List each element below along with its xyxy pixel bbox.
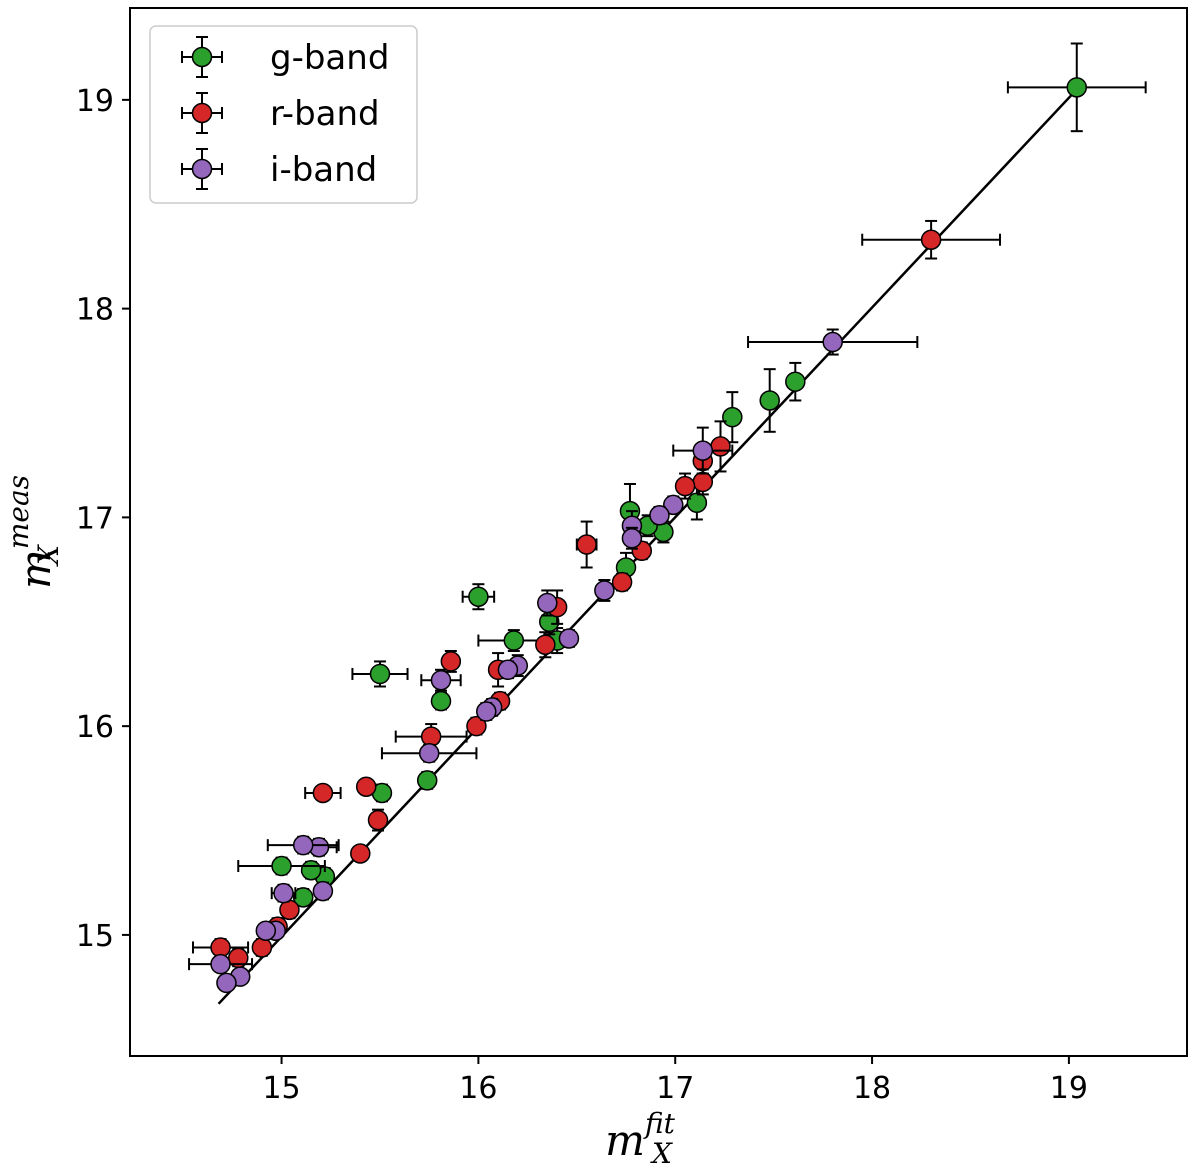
data-point-g-band [722, 406, 743, 428]
data-point-g-band [686, 492, 708, 514]
data-point-i-band [210, 953, 231, 975]
legend-marker-i-band [191, 158, 213, 180]
data-point-i-band [418, 743, 440, 764]
data-point-i-band [292, 834, 314, 856]
y-axis-label-sup: meas [2, 475, 35, 549]
data-point-i-band [476, 701, 497, 722]
legend-box [149, 25, 418, 204]
data-point-g-band [785, 371, 806, 392]
data-point-r-band [710, 436, 731, 457]
data-point-i-band [692, 440, 714, 461]
data-point-i-band [822, 331, 843, 353]
data-point-r-band [312, 782, 334, 804]
data-point-i-band [430, 669, 452, 691]
series-i-band [188, 328, 919, 994]
y-axis-label-base: m [11, 549, 60, 589]
plot-content [188, 42, 1147, 1005]
data-point-i-band [255, 920, 277, 941]
data-point-i-band [216, 972, 237, 994]
data-point-r-band [466, 715, 487, 737]
data-point-r-band [350, 843, 371, 864]
y-axis: 15 16 17 18 19 [76, 84, 130, 954]
data-point-g-band [292, 887, 314, 908]
data-point-g-band [430, 690, 452, 712]
data-point-i-band [537, 592, 558, 614]
data-point-r-band [674, 475, 696, 497]
data-point-i-band [558, 628, 580, 649]
x-axis: 15 16 17 18 19 [262, 1056, 1088, 1106]
legend-label-i-band: i-band [270, 150, 377, 190]
data-point-i-band [497, 659, 519, 681]
data-point-r-band [355, 776, 377, 797]
y-axis-label: mmeas [2, 475, 60, 589]
x-axis-label-sup: fit [643, 1107, 676, 1140]
data-point-r-band [251, 937, 273, 958]
data-point-i-band [649, 505, 670, 526]
data-point-r-band [920, 229, 942, 250]
y-tick-label: 19 [76, 84, 114, 119]
legend: g-band r-band i-band [149, 25, 418, 204]
data-point-i-band [594, 580, 615, 601]
legend-label-r-band: r-band [270, 94, 380, 134]
data-point-r-band [440, 651, 462, 672]
data-point-i-band [312, 880, 334, 902]
data-point-g-band [468, 586, 489, 607]
x-tick-label: 15 [262, 1071, 300, 1106]
x-tick-label: 16 [459, 1071, 497, 1106]
data-point-i-band [621, 528, 643, 549]
data-point-r-band [576, 534, 597, 555]
legend-label-g-band: g-band [270, 38, 389, 78]
y-tick-label: 15 [76, 919, 114, 954]
legend-marker-r-band [191, 102, 213, 124]
y-axis-label-sub: X [32, 544, 65, 567]
data-point-g-band [271, 855, 292, 877]
data-point-g-band [369, 663, 391, 685]
data-point-r-band [367, 809, 389, 831]
x-tick-label: 19 [1050, 1071, 1088, 1106]
data-point-g-band [1066, 77, 1088, 98]
data-point-g-band [759, 390, 780, 411]
data-point-g-band [416, 770, 438, 791]
data-point-g-band [503, 630, 525, 651]
x-tick-label: 18 [853, 1071, 891, 1106]
data-point-g-band [300, 859, 322, 881]
data-point-r-band [535, 634, 556, 655]
x-axis-label-sub: X [650, 1137, 673, 1170]
y-tick-label: 16 [76, 710, 114, 745]
y-tick-label: 17 [76, 501, 114, 536]
data-point-i-band [663, 494, 684, 516]
y-tick-label: 18 [76, 293, 114, 328]
x-axis-label-base: m [605, 1116, 645, 1165]
data-point-r-band [692, 471, 714, 493]
legend-marker-g-band [191, 46, 213, 68]
x-axis-label: mfit [605, 1107, 676, 1165]
plot-frame [129, 7, 1188, 1057]
x-tick-label: 17 [656, 1071, 694, 1106]
data-point-i-band [273, 882, 294, 904]
data-point-r-band [611, 571, 633, 593]
